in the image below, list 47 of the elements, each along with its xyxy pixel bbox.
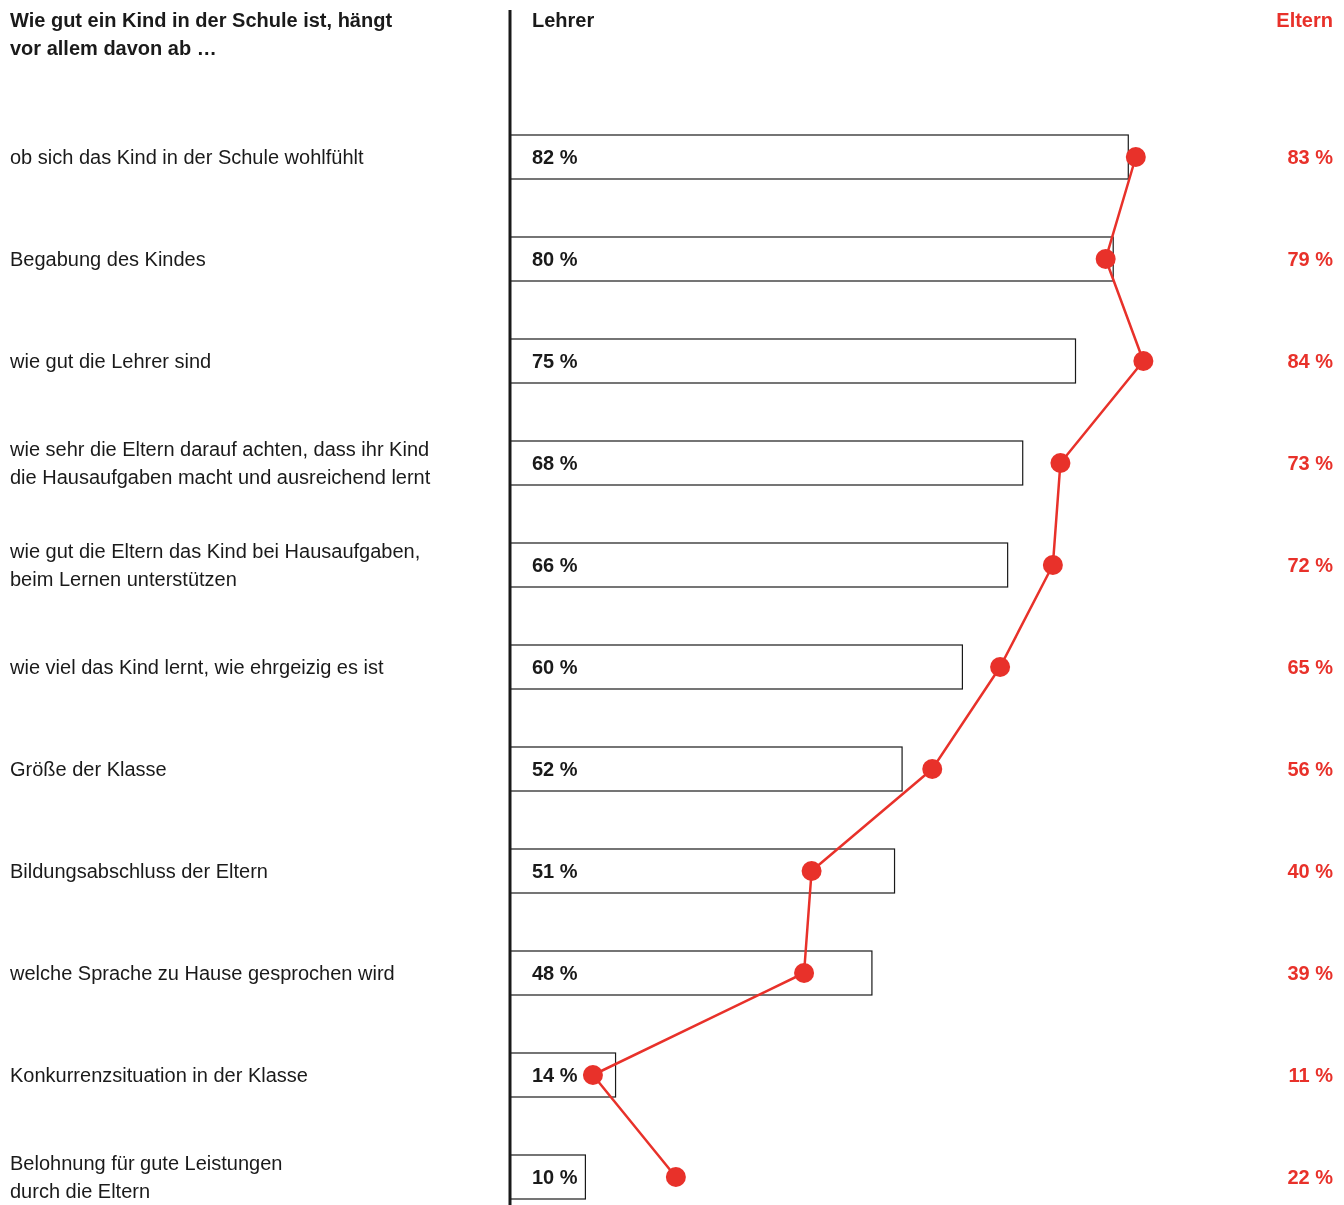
point xyxy=(1050,453,1071,473)
y-tick-label: Bildungsabschluss der Eltern xyxy=(10,860,268,882)
point xyxy=(990,657,1011,677)
y-tick-label: welche Sprache zu Hause gesprochen wird xyxy=(9,962,395,984)
data-label: 60 % xyxy=(532,656,578,678)
y-tick-label: Größe der Klasse xyxy=(10,758,167,780)
y-tick-label: wie sehr die Eltern darauf achten, dass ihr Kind die Hausaufgaben macht und ausreichend lernt xyxy=(9,438,431,488)
point xyxy=(582,1065,603,1085)
point xyxy=(922,759,943,779)
point xyxy=(1042,555,1063,575)
point xyxy=(665,1167,686,1187)
data-label: 83 % xyxy=(1287,146,1334,168)
data-label: 51 % xyxy=(532,860,578,882)
data-label: 73 % xyxy=(1287,452,1334,474)
point xyxy=(1133,351,1154,371)
y-tick-label: Konkurrenzsituation in der Klasse xyxy=(10,1064,308,1086)
data-label: 79 % xyxy=(1287,248,1334,270)
y-tick-label: wie gut die Eltern das Kind bei Hausaufgaben, beim Lernen unterstützen xyxy=(9,540,421,590)
data-label: 56 % xyxy=(1287,758,1334,780)
y-tick-label: Begabung des Kindes xyxy=(10,248,206,270)
data-label: 40 % xyxy=(1287,860,1334,882)
data-label: 66 % xyxy=(532,554,578,576)
y-tick-label: wie gut die Lehrer sind xyxy=(9,350,212,372)
data-label: 75 % xyxy=(532,350,578,372)
data-label: 10 % xyxy=(532,1166,578,1188)
data-label: 22 % xyxy=(1287,1166,1334,1188)
data-label: 82 % xyxy=(532,146,578,168)
data-label: 39 % xyxy=(1287,962,1334,984)
y-tick-label: ob sich das Kind in der Schule wohlfühlt xyxy=(10,146,364,168)
data-label: 65 % xyxy=(1287,656,1334,678)
data-label: 80 % xyxy=(532,248,578,270)
data-label: 52 % xyxy=(532,758,578,780)
y-tick-label: wie viel das Kind lernt, wie ehrgeizig es ist xyxy=(9,656,384,678)
text: Wie gut ein Kind in der Schule ist, hängt vor allem davon ab … xyxy=(10,9,393,59)
point xyxy=(1095,249,1116,269)
data-label: 68 % xyxy=(532,452,578,474)
point xyxy=(801,861,822,881)
data-label: 48 % xyxy=(532,962,578,984)
point xyxy=(1125,147,1146,167)
text: Eltern xyxy=(1276,9,1333,31)
data-label: 11 % xyxy=(1288,1064,1334,1086)
y-tick-label: Belohnung für gute Leistungen durch die Eltern xyxy=(10,1152,283,1202)
data-label: 72 % xyxy=(1287,554,1334,576)
data-label: 84 % xyxy=(1287,350,1334,372)
text: Lehrer xyxy=(532,9,595,31)
point xyxy=(794,963,815,983)
data-label: 14 % xyxy=(532,1064,578,1086)
